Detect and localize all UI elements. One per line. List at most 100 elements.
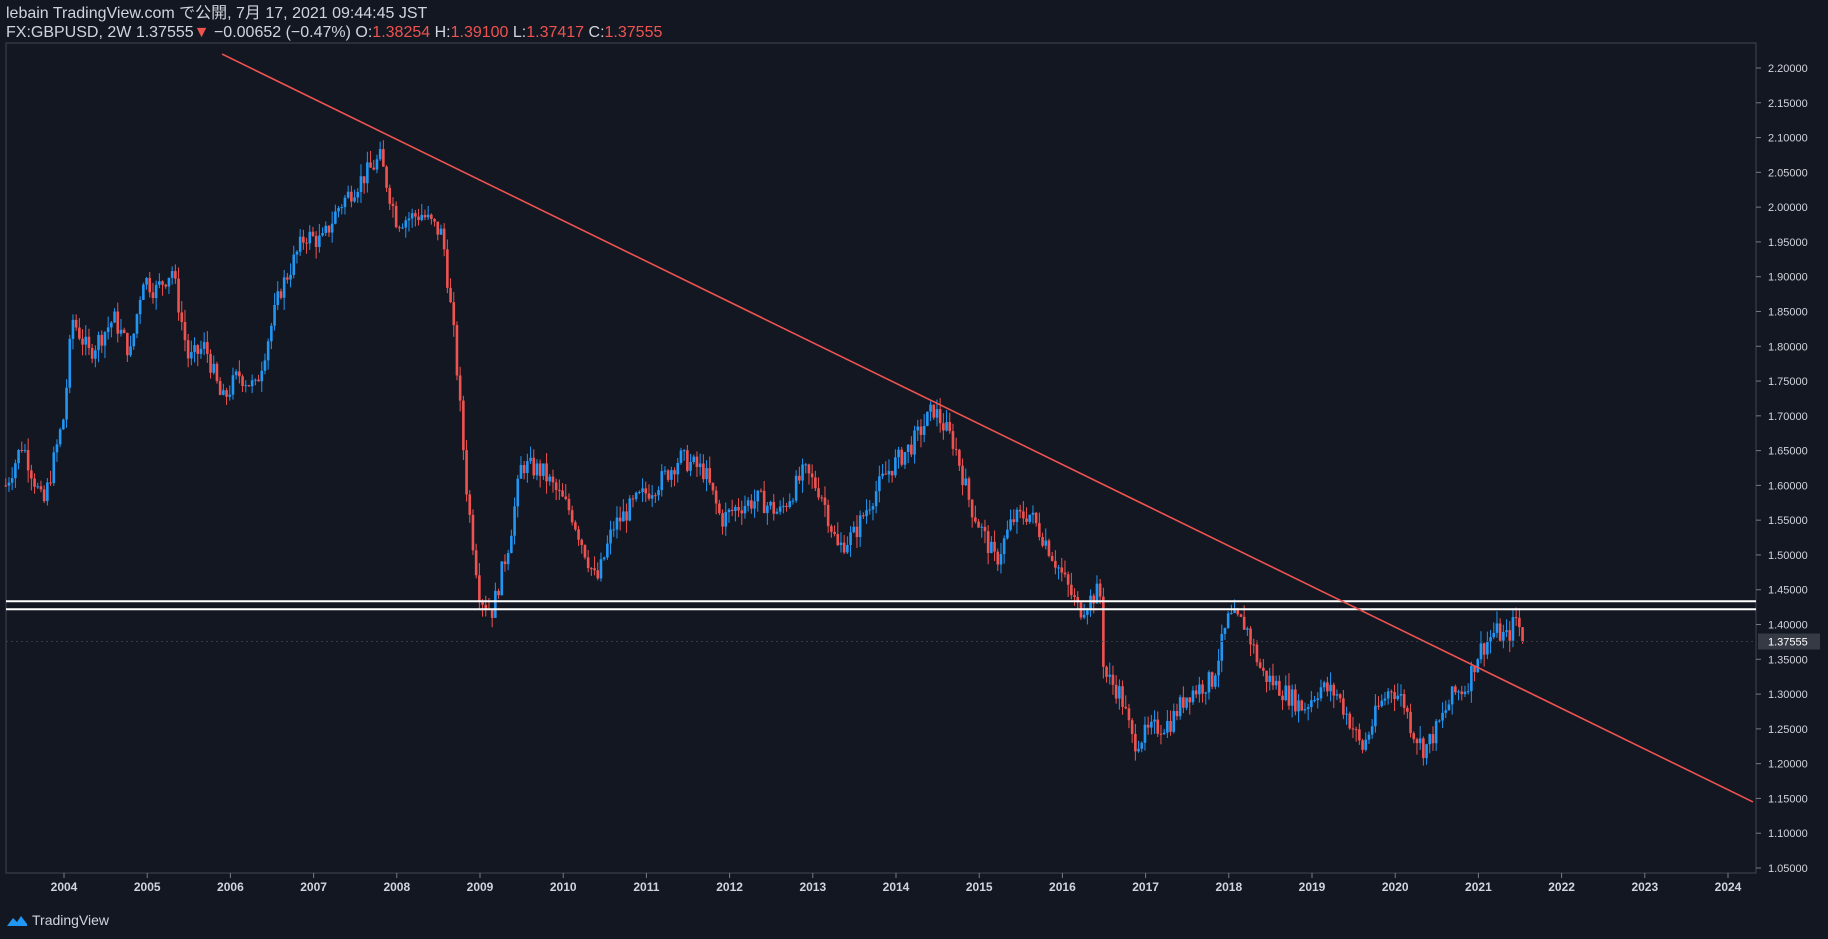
candle-body — [1025, 518, 1028, 522]
candle-body — [1015, 509, 1019, 523]
candle-body — [1044, 540, 1048, 546]
candle-body — [942, 423, 945, 431]
x-tick-label: 2007 — [300, 880, 327, 894]
publisher-line: lebain TradingView.com で公開, 7月 17, 2021 … — [6, 5, 428, 22]
candle-body — [1140, 742, 1144, 749]
candle-body — [1412, 733, 1416, 740]
candle-body — [1409, 711, 1412, 734]
candle-body — [372, 167, 376, 170]
candle-body — [919, 426, 923, 435]
candle-body — [1386, 691, 1390, 699]
candle-body — [1489, 637, 1492, 642]
y-tick-label: 1.55000 — [1768, 515, 1808, 527]
candle-body — [1399, 694, 1403, 696]
candle-body — [1242, 616, 1246, 630]
y-tick-label: 1.65000 — [1768, 446, 1808, 458]
candle-body — [1514, 617, 1518, 619]
candle-body — [138, 299, 142, 315]
candle-body — [1258, 662, 1262, 668]
candle-body — [1473, 665, 1476, 673]
candle-body — [980, 526, 984, 528]
candle-body — [865, 510, 868, 517]
candle-body — [49, 482, 52, 484]
candle-body — [1348, 713, 1352, 729]
candle-body — [724, 512, 728, 527]
candle-body — [423, 214, 427, 218]
candle-body — [289, 274, 292, 280]
candle-body — [1502, 631, 1505, 641]
candle-body — [1057, 567, 1060, 569]
candle-body — [817, 488, 820, 498]
candle-body — [1393, 692, 1396, 700]
candle-body — [1166, 720, 1169, 733]
candle-body — [737, 507, 740, 511]
candle-body — [1358, 729, 1361, 741]
candle-body — [468, 494, 472, 515]
candle-body — [529, 457, 532, 462]
candle-body — [100, 334, 104, 346]
candle-body — [1207, 672, 1211, 693]
candle-body — [1146, 724, 1150, 728]
candle-body — [455, 325, 459, 376]
candle-body — [1127, 708, 1131, 721]
candle-body — [1441, 712, 1444, 721]
candle-body — [615, 517, 619, 530]
candle-body — [410, 213, 414, 219]
x-tick-label: 2004 — [51, 880, 78, 894]
candle-body — [404, 220, 408, 228]
candle-body — [762, 490, 766, 514]
candle-body — [436, 221, 440, 235]
y-tick-label: 1.70000 — [1768, 411, 1808, 423]
candle-body — [199, 348, 203, 354]
candle-body — [231, 375, 235, 395]
candle-body — [609, 529, 612, 544]
candle-body — [1390, 691, 1393, 693]
candle-body — [862, 515, 865, 517]
candle-body — [314, 235, 318, 247]
candle-body — [855, 526, 859, 538]
candle-body — [1518, 617, 1521, 628]
candle-body — [151, 292, 155, 299]
candle-body — [874, 491, 878, 507]
candle-body — [1239, 614, 1243, 617]
candle-body — [1415, 739, 1419, 744]
y-tick-label: 1.60000 — [1768, 480, 1808, 492]
candle-body — [180, 312, 184, 322]
candle-body — [692, 456, 696, 462]
candle-body — [103, 332, 107, 346]
candle-body — [878, 476, 881, 492]
candle-body — [1284, 685, 1288, 701]
candle-body — [458, 375, 462, 401]
candle-body — [1463, 691, 1467, 695]
candle-body — [1210, 672, 1214, 687]
candle-body — [282, 277, 286, 298]
candle-body — [938, 409, 942, 424]
candle-body — [353, 197, 356, 202]
candle-body — [769, 501, 772, 506]
candle-body — [1402, 694, 1406, 708]
open-label: O: — [355, 24, 373, 41]
candle-body — [366, 162, 369, 184]
symbol-label[interactable]: FX:GBPUSD, 2W — [6, 24, 132, 41]
candle-body — [142, 284, 145, 300]
candle-body — [1262, 667, 1265, 671]
candle-body — [558, 489, 561, 491]
candle-body — [682, 450, 686, 452]
candle-body — [420, 214, 424, 221]
candle-body — [26, 450, 30, 471]
candle-body — [1118, 686, 1121, 699]
candle-body — [305, 242, 308, 244]
candle-body — [663, 470, 667, 472]
candle-body — [113, 311, 116, 323]
candle-body — [154, 284, 158, 299]
candle-body — [810, 473, 814, 478]
candle-body — [1246, 628, 1249, 630]
candle-body — [1380, 700, 1384, 707]
candle-body — [666, 470, 670, 480]
candle-body — [1255, 644, 1259, 663]
candle-body — [273, 305, 276, 326]
candle-body — [1470, 665, 1473, 692]
candle-body — [1031, 512, 1035, 515]
x-tick-label: 2009 — [467, 880, 494, 894]
